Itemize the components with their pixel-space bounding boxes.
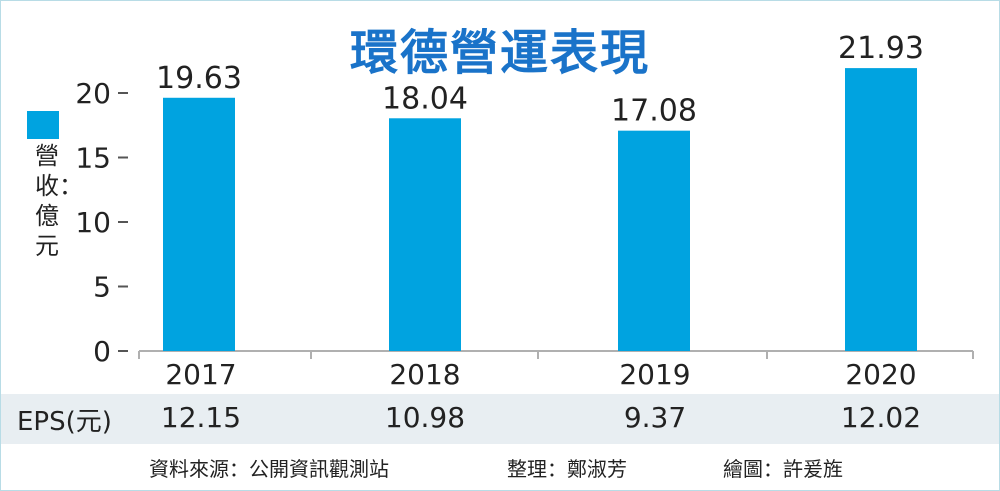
eps-band: [1, 394, 999, 444]
bar-value-label-2020: 21.93: [838, 31, 924, 66]
eps-value-2020: 12.02: [840, 401, 922, 434]
eps-label: EPS(元): [17, 407, 112, 437]
x-tick-label-2019: 2019: [619, 358, 691, 391]
x-tick-label-2017: 2017: [165, 358, 237, 391]
footer-source: 資料來源：公開資訊觀測站: [149, 457, 389, 481]
y-tick-label: 20: [75, 77, 111, 110]
footer-artist: 繪圖：許爰旌: [723, 457, 843, 481]
bar-value-label-2018: 18.04: [382, 81, 468, 116]
y-tick-label: 10: [75, 206, 111, 239]
y-tick-label: 0: [93, 335, 111, 368]
bar-2019: [618, 130, 690, 351]
bar-value-label-2017: 19.63: [156, 61, 242, 96]
y-tick-label: 15: [75, 142, 111, 175]
bar-value-label-2019: 17.08: [611, 94, 697, 129]
eps-value-2018: 10.98: [384, 401, 466, 434]
eps-value-2017: 12.15: [160, 401, 242, 434]
x-tick-label-2018: 2018: [389, 358, 461, 391]
chart-title: 環德營運表現: [349, 25, 650, 81]
footer-editor: 整理：鄭淑芳: [507, 457, 627, 481]
bar-2017: [163, 97, 235, 351]
bar-2020: [845, 68, 917, 351]
legend-swatch: [27, 111, 59, 139]
bar-2018: [389, 118, 461, 351]
y-tick-label: 5: [93, 271, 111, 304]
eps-value-2019: 9.37: [623, 401, 687, 434]
x-tick-label-2020: 2020: [845, 358, 917, 391]
